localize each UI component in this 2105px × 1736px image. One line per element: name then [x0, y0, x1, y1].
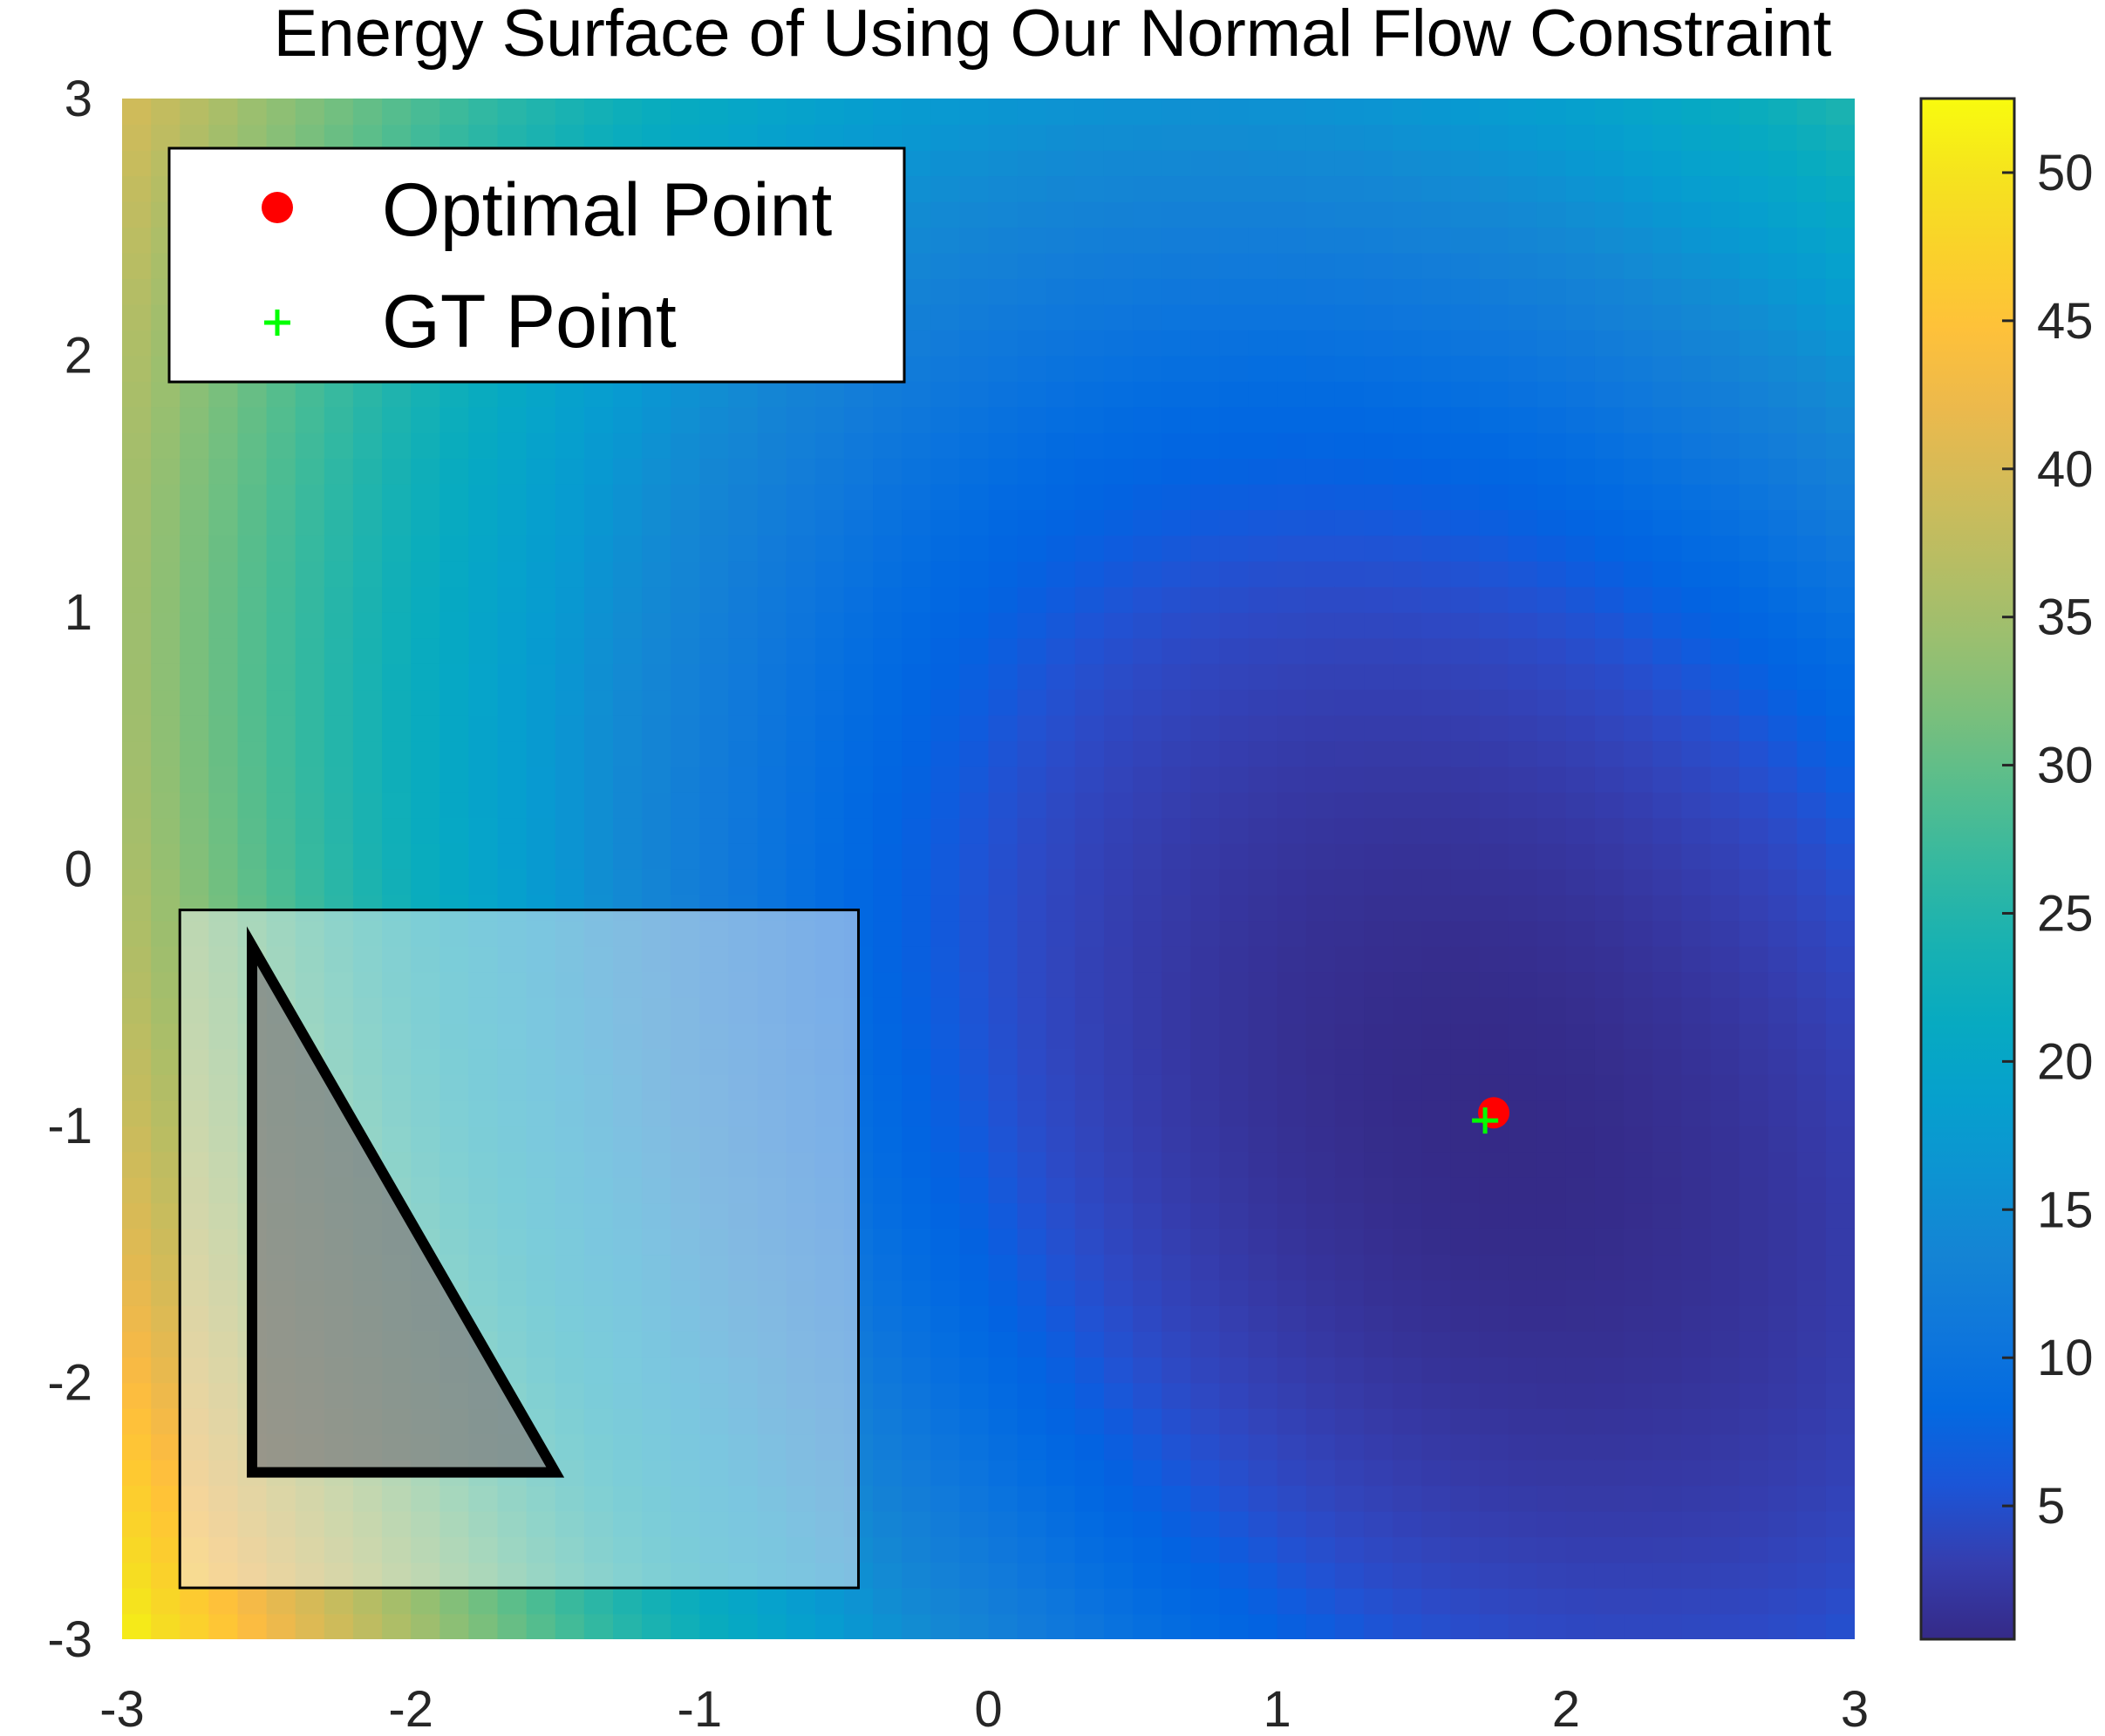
x-tick-label: 0 — [974, 1681, 1002, 1736]
colorbar-tick-label: 25 — [2037, 885, 2094, 942]
y-axis: 3 2 1 0 -1 -2 -3 — [47, 71, 92, 1668]
y-tick-label: 2 — [65, 328, 92, 385]
colorbar-tick-label: 50 — [2037, 145, 2094, 201]
legend-box — [167, 146, 906, 384]
colorbar-tick-label: 10 — [2037, 1330, 2094, 1386]
y-tick-label: -1 — [47, 1098, 92, 1154]
legend-gt-marker — [264, 310, 290, 336]
y-tick-label: -2 — [47, 1355, 92, 1412]
colorbar-tick-label: 35 — [2037, 589, 2094, 646]
y-tick-label: 0 — [65, 841, 92, 898]
data-points — [1472, 1097, 1510, 1134]
colorbar-scale — [1919, 97, 2016, 1641]
legend-optimal-marker — [262, 192, 293, 223]
optimal-point-marker — [1478, 1097, 1510, 1129]
y-tick-label: -3 — [47, 1611, 92, 1668]
y-tick-label: 1 — [65, 584, 92, 641]
x-tick-label: 3 — [1841, 1681, 1869, 1736]
x-tick-label: -3 — [99, 1681, 145, 1736]
triangle-shape — [247, 926, 565, 1478]
colorbar: 5 10 15 20 25 30 35 40 45 50 — [1919, 97, 2094, 1641]
x-tick-label: 2 — [1552, 1681, 1580, 1736]
x-tick-label: -2 — [388, 1681, 433, 1736]
colorbar-tick-label: 40 — [2037, 441, 2094, 498]
x-tick-label: 1 — [1264, 1681, 1291, 1736]
colorbar-tick-label: 30 — [2037, 738, 2094, 794]
gt-point-marker — [1472, 1107, 1499, 1134]
x-tick-label: -1 — [678, 1681, 723, 1736]
colorbar-tick-label: 20 — [2037, 1033, 2094, 1090]
chart-title: Energy Surface of Using Our Normal Flow … — [274, 0, 1832, 71]
legend: Optimal Point GT Point — [167, 146, 906, 384]
legend-entry-label: Optimal Point — [382, 168, 832, 252]
inset-box — [178, 909, 860, 1590]
legend-entry-label: GT Point — [382, 280, 677, 364]
colorbar-tick-label: 45 — [2037, 293, 2094, 350]
colorbar-tick-label: 5 — [2037, 1478, 2065, 1535]
colorbar-tick-label: 15 — [2037, 1181, 2094, 1238]
x-axis: -3 -2 -1 0 1 2 3 — [99, 1681, 1869, 1736]
y-tick-label: 3 — [65, 71, 92, 127]
